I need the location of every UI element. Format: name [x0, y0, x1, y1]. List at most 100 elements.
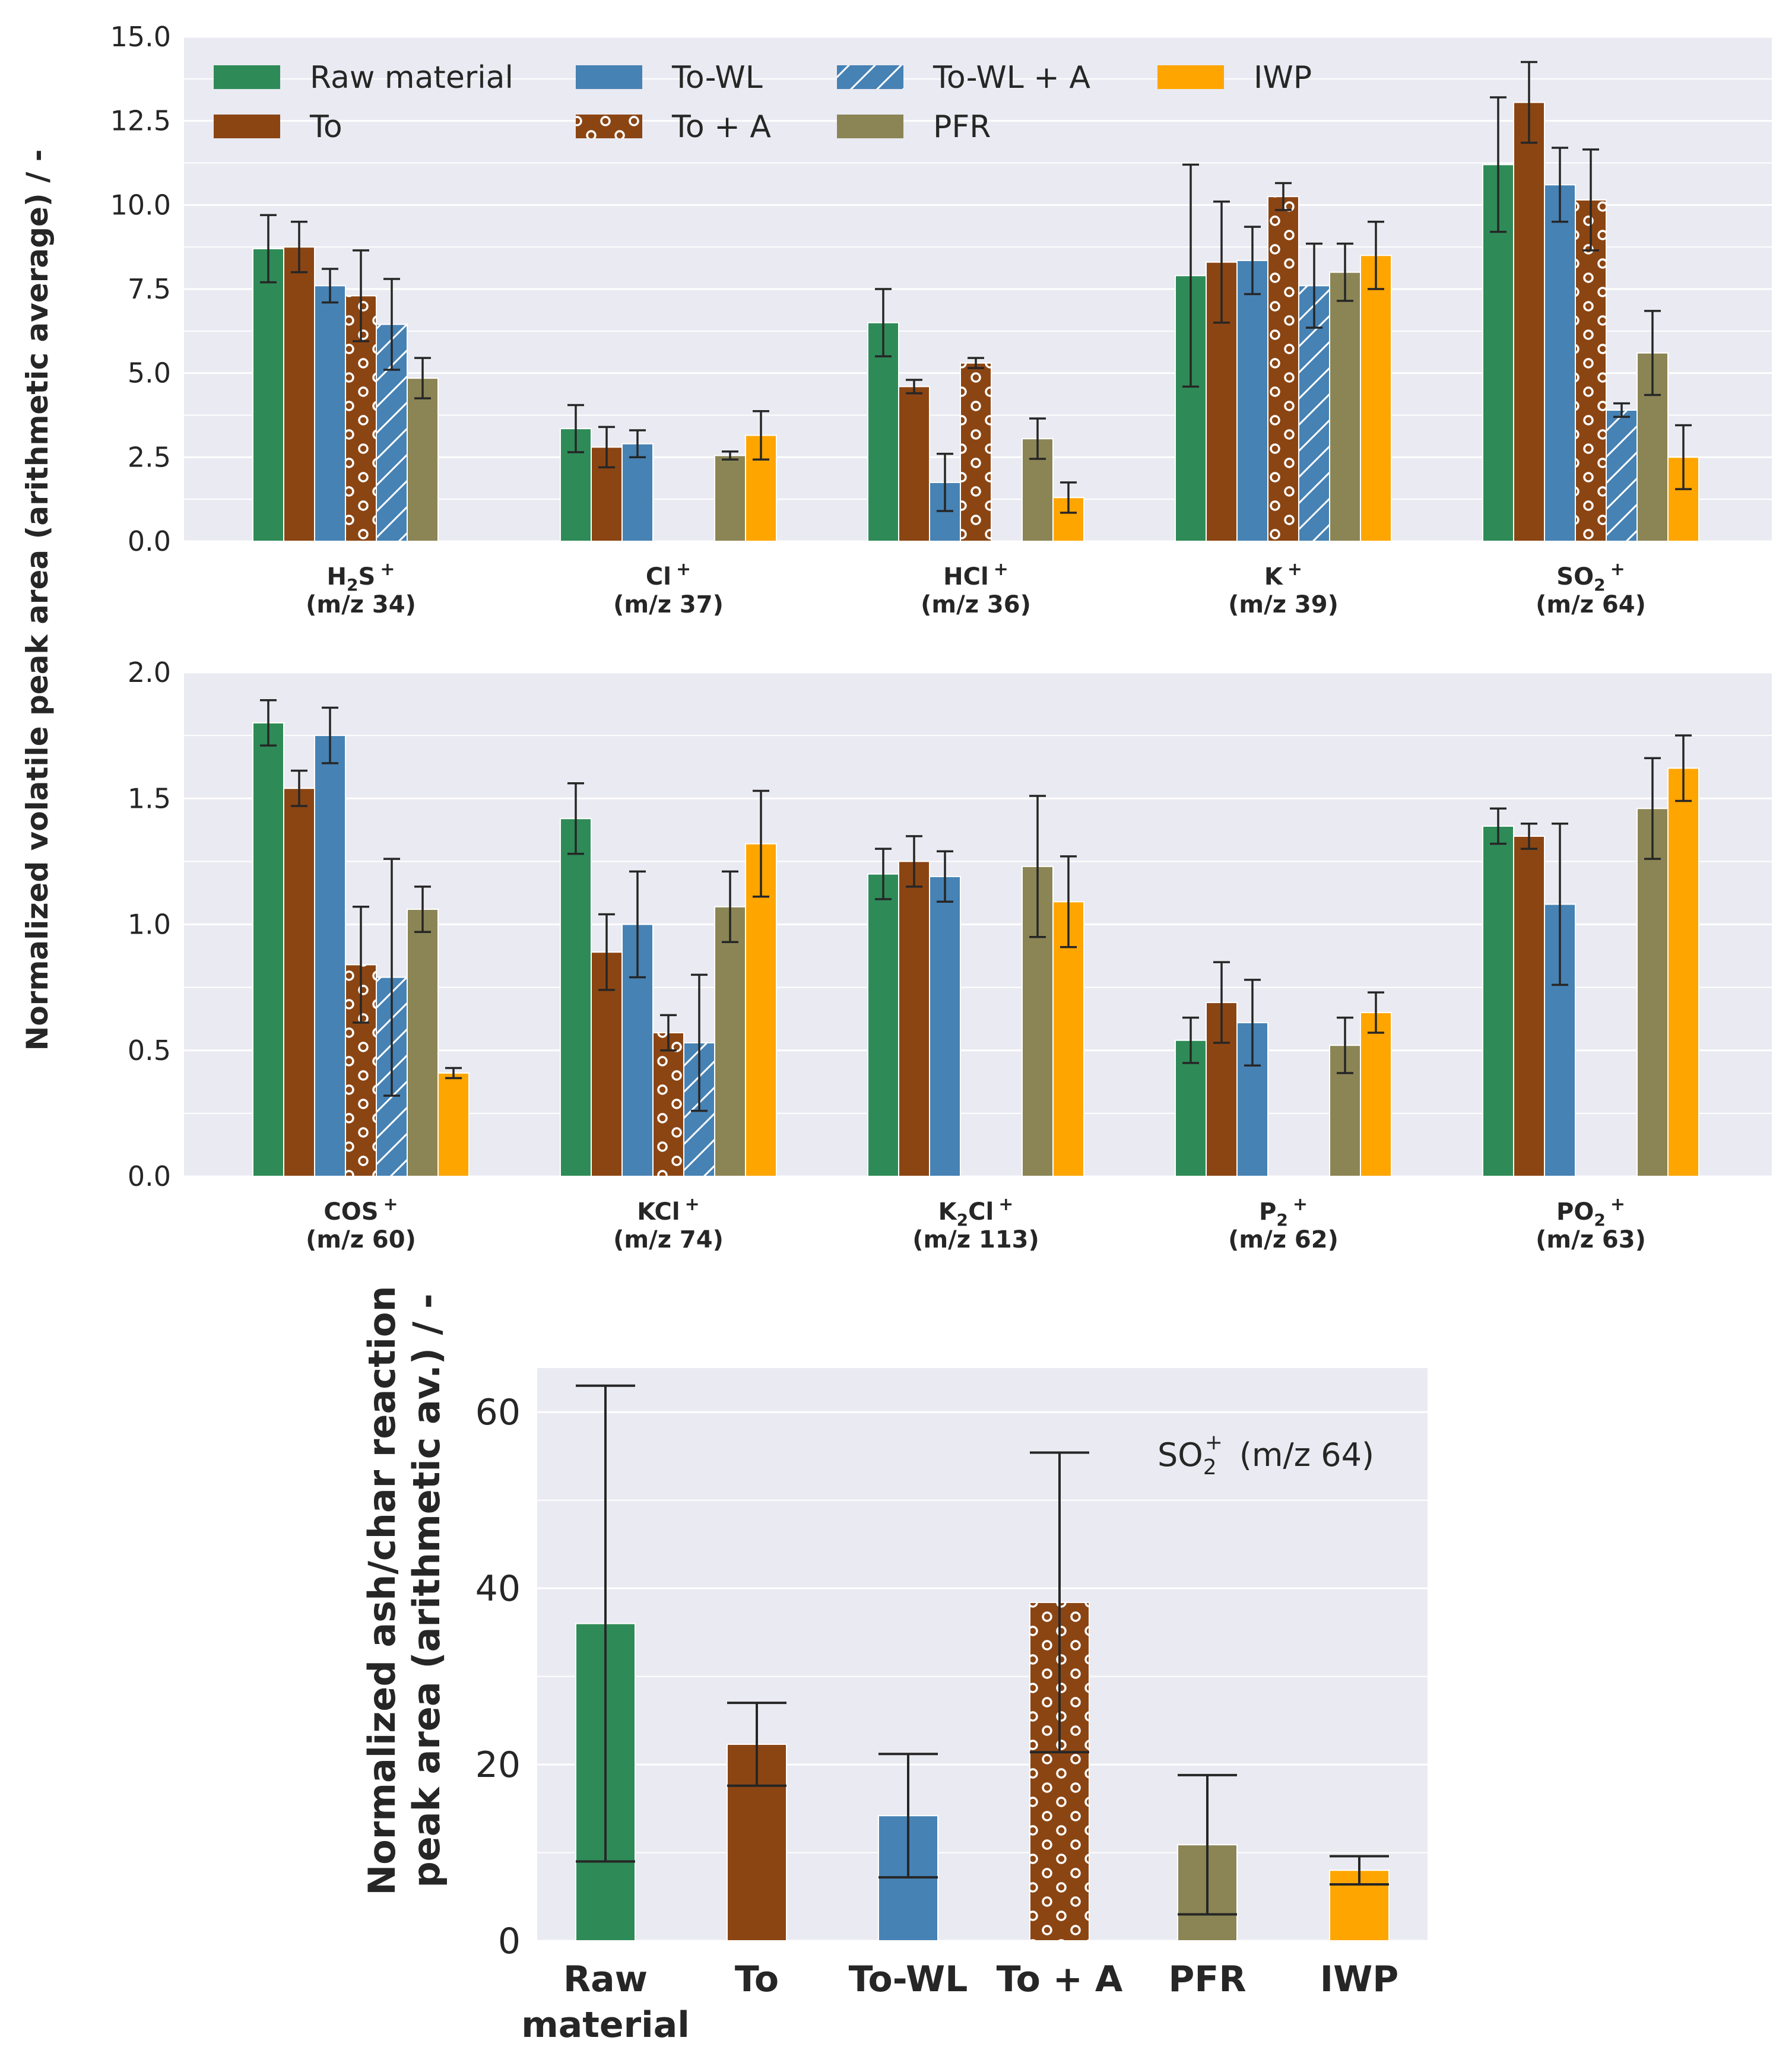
category-label-subscript: 2 [1594, 575, 1605, 595]
legend-label-towla: To-WL + A [933, 60, 1090, 96]
y-tick-label: 60 [475, 1392, 521, 1433]
bar-iwp [1360, 255, 1392, 542]
legend-swatch-iwp [1157, 65, 1224, 89]
annotation-main: SO [1157, 1436, 1203, 1474]
legend-label-toa: To + A [671, 109, 771, 145]
bar-group-toa: To + A [997, 1451, 1123, 2000]
bar-pfr [407, 377, 439, 542]
y-tick-label: 7.5 [128, 273, 171, 305]
bar-towl [929, 875, 961, 1177]
bar-to [283, 246, 315, 542]
legend-item-iwp: IWP [1157, 60, 1312, 96]
bar-group-H2S+: H2S +(m/z 34) [252, 214, 439, 618]
bar-toa [1575, 199, 1607, 542]
bar-towl [621, 443, 654, 542]
category-label: K2Cl + [938, 1194, 1014, 1230]
bar-group-Cl+: Cl +(m/z 37) [560, 404, 777, 618]
bar-group-P2+: P2 + (m/z 62) [1175, 961, 1392, 1253]
category-label-main: Cl [646, 563, 671, 591]
category-label-subscript: 2 [1276, 1210, 1287, 1230]
y-tick-label: 12.5 [110, 105, 171, 137]
legend-item-raw: Raw material [214, 60, 513, 96]
category-label-main: KCl [637, 1198, 680, 1226]
bar-raw [560, 818, 592, 1177]
category-label-line2: material [521, 2004, 690, 2046]
bar-towl [1544, 184, 1576, 542]
category-mz-label: (m/z 74) [613, 1226, 724, 1253]
category-mz-label: (m/z 62) [1228, 1226, 1339, 1253]
legend-label-raw: Raw material [310, 60, 513, 96]
category-label: PO2+ [1556, 1194, 1625, 1230]
bar-group-KCl+: KCl +(m/z 74) [560, 782, 777, 1253]
y-tick-label: 0 [498, 1921, 521, 1962]
legend-swatch-towl [576, 65, 642, 89]
category-label-line1: IWP [1320, 1959, 1398, 2000]
category-label-superscript: + [998, 1194, 1013, 1215]
bar-to [283, 788, 315, 1177]
category-label: SO2+ [1556, 559, 1625, 595]
annotation-superscript: + [1205, 1430, 1223, 1455]
bar-toa [1267, 196, 1299, 542]
y-tick-label: 2.0 [128, 656, 171, 688]
bar-group-pfr: PFR [1168, 1773, 1247, 2000]
category-label: KCl + [637, 1194, 699, 1226]
bar-raw [1482, 825, 1514, 1177]
bar-group-SO2+: SO2+(m/z 64) [1482, 61, 1699, 618]
y-tick-label: 0.0 [128, 525, 171, 557]
y-tick-label: 5.0 [128, 357, 171, 389]
category-label-main: COS [323, 1198, 378, 1226]
bar-group-K2Cl+: K2Cl +(m/z 113) [867, 795, 1084, 1253]
y-tick-label: 40 [475, 1568, 521, 1610]
legend-label-to: To [309, 109, 342, 145]
category-label-main: HCl [943, 563, 989, 591]
bar-towl [314, 735, 346, 1177]
category-label-superscript: + [383, 1194, 398, 1215]
bar-pfr [1636, 808, 1669, 1177]
category-label: K + [1264, 559, 1302, 591]
category-label-line1: PFR [1168, 1959, 1246, 2000]
category-mz-label: (m/z 60) [306, 1226, 416, 1253]
bar-towl [314, 285, 346, 542]
bar-pfr [1329, 271, 1361, 542]
bar-group-HCl+: HCl +(m/z 36) [867, 288, 1084, 618]
category-mz-label: (m/z 37) [613, 591, 724, 618]
category-label-main: K [1264, 563, 1284, 591]
category-label-main: PO [1556, 1198, 1594, 1226]
bar-towl [1236, 259, 1268, 542]
annotation-subscript: 2 [1203, 1455, 1217, 1480]
bar-toa [960, 362, 992, 542]
bar-group-iwp: IWP [1320, 1855, 1398, 2000]
category-label-superscript: + [676, 559, 691, 580]
bar-iwp [1667, 767, 1699, 1178]
legend-label-pfr: PFR [933, 109, 991, 145]
y-axis-label-ash-line2: peak area (arithmetic av.) / - [405, 1293, 448, 1887]
category-label: Cl + [646, 559, 691, 591]
legend-label-towl: To-WL [671, 60, 763, 96]
bar-iwp [745, 843, 777, 1178]
legend-swatch-pfr [837, 115, 903, 138]
category-label-superscript: + [380, 559, 395, 580]
legend-item-towl: To-WL [576, 60, 763, 96]
bar-pfr [407, 909, 439, 1178]
category-mz-label: (m/z 113) [912, 1226, 1039, 1253]
bar-raw [252, 722, 284, 1177]
category-mz-label: (m/z 63) [1536, 1226, 1646, 1253]
bar-to [898, 861, 930, 1177]
bar-iwp [1360, 1012, 1392, 1177]
y-tick-label: 15.0 [110, 21, 171, 53]
legend-swatch-towla [837, 65, 903, 89]
category-label-subscript: 2 [1594, 1210, 1605, 1230]
bar-to [1513, 835, 1545, 1178]
category-mz-label: (m/z 39) [1228, 591, 1339, 618]
category-label-superscript: + [1610, 1194, 1625, 1215]
bar-towla [1606, 410, 1638, 542]
legend-item-towla: To-WL + A [837, 60, 1090, 96]
category-label-superscript: + [1293, 1194, 1308, 1215]
legend-label-iwp: IWP [1254, 60, 1312, 96]
bar-toa [652, 1032, 684, 1178]
y-tick-label: 20 [475, 1744, 521, 1786]
